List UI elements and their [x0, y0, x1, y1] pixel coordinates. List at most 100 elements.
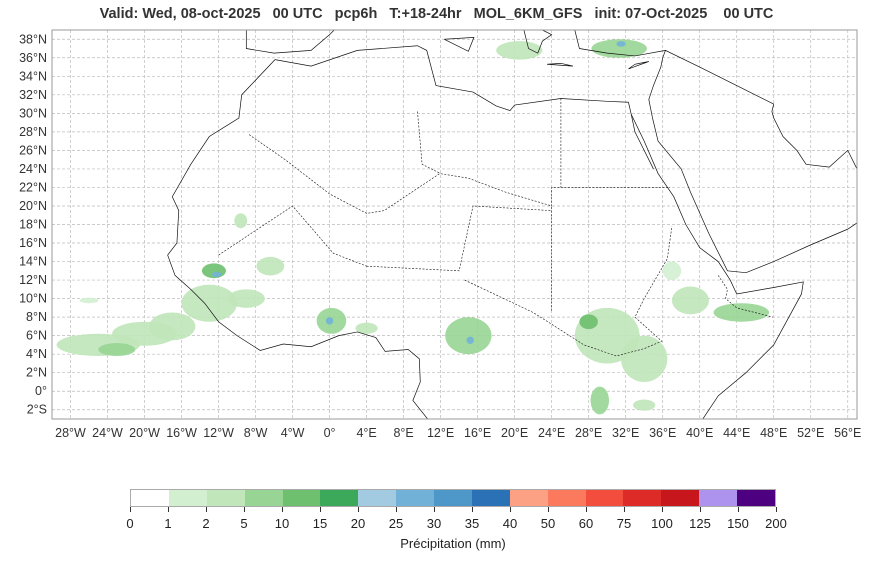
lat-tick-label: 12°N	[19, 273, 47, 287]
coastline-turkey	[574, 30, 666, 57]
colorbar-swatch	[131, 490, 169, 506]
country-border	[717, 275, 773, 318]
colorbar-swatch	[282, 490, 321, 506]
colorbar-tick	[282, 507, 283, 512]
lon-tick-label: 24°W	[92, 426, 123, 440]
coastline-crete	[547, 62, 574, 67]
precip-area	[325, 317, 334, 325]
lon-tick-label: 8°E	[393, 426, 413, 440]
country-border	[417, 111, 441, 174]
precipitation-map: 28°W 24°W 20°W 16°W 12°W 8°W 4°W 0° 4°E 8°E 12°E 16…	[19, 29, 861, 440]
lon-tick-label: 12°E	[427, 426, 454, 440]
colorbar-tick	[700, 507, 701, 512]
lat-tick-label: 26°N	[19, 143, 47, 157]
precip-area	[662, 261, 682, 281]
lat-tick-label: 28°N	[19, 125, 47, 139]
colorbar-tick-label: 100	[651, 516, 673, 531]
colorbar-swatch	[471, 490, 510, 506]
precip-area	[445, 317, 492, 355]
coastline-madagascar	[787, 418, 788, 419]
colorbar-label: Précipitation (mm)	[400, 536, 506, 551]
lon-tick-label: 20°E	[501, 426, 528, 440]
lat-tick-label: 14°N	[19, 255, 47, 269]
colorbar-swatch	[699, 490, 737, 506]
lon-tick-label: 28°W	[55, 426, 86, 440]
colorbar-swatch	[396, 490, 434, 506]
colorbar-tick	[244, 507, 245, 512]
lat-tick-label: 2°S	[27, 403, 47, 417]
precip-area	[256, 256, 285, 276]
precip-area	[355, 322, 378, 334]
colorbar-swatch	[547, 490, 586, 506]
lat-tick-label: 34°N	[19, 69, 47, 83]
colorbar-tick-label: 150	[727, 516, 749, 531]
precip-area	[181, 284, 238, 322]
precipitation-layer	[56, 39, 770, 415]
lat-tick-label: 24°N	[19, 162, 47, 176]
lat-tick-label: 0°	[35, 384, 47, 398]
colorbar-swatch	[244, 490, 283, 506]
colorbar-tick	[320, 507, 321, 512]
precip-area	[466, 336, 474, 344]
coastline-gulf	[771, 111, 857, 170]
precip-area	[212, 271, 222, 278]
precip-area	[579, 314, 598, 330]
lat-tick-label: 2°N	[26, 366, 47, 380]
colorbar-tick-label: 125	[689, 516, 711, 531]
colorbar-tick-label: 30	[426, 516, 442, 531]
precip-area	[633, 399, 656, 411]
precip-area	[621, 335, 668, 382]
coastline-levant	[648, 49, 775, 119]
colorbar-swatch	[509, 490, 548, 506]
coastline-africa_e	[274, 45, 804, 419]
lon-tick-label: 36°E	[649, 426, 676, 440]
colorbar-tick	[510, 507, 511, 512]
colorbar-tick	[548, 507, 549, 512]
precip-area	[590, 386, 610, 415]
lon-tick-label: 52°E	[797, 426, 824, 440]
axis-labels: 28°W 24°W 20°W 16°W 12°W 8°W 4°W 0° 4°E 8°E 12°E 16…	[19, 32, 861, 440]
coastline-africa	[167, 59, 429, 419]
coastline-sicily	[444, 37, 475, 52]
lat-tick-label: 30°N	[19, 106, 47, 120]
lon-tick-label: 20°W	[129, 426, 160, 440]
colorbar	[130, 489, 776, 507]
lat-tick-label: 38°N	[19, 32, 47, 46]
lon-tick-label: 28°E	[575, 426, 602, 440]
country-border	[366, 205, 551, 272]
colorbar-tick-label: 2	[202, 516, 210, 531]
colorbar-tick-label: 5	[240, 516, 248, 531]
map-title: Valid: Wed, 08-oct-2025 00 UTC pcp6h T:+…	[99, 6, 774, 22]
colorbar-tick-label: 50	[540, 516, 556, 531]
precip-area	[98, 343, 136, 357]
precip-area	[79, 297, 99, 304]
colorbar-tick-label: 40	[502, 516, 518, 531]
colorbar-tick	[624, 507, 625, 512]
colorbar-tick	[738, 507, 739, 512]
precip-area	[234, 213, 248, 229]
colorbar-swatch	[585, 490, 624, 506]
colorbar-tick	[168, 507, 169, 512]
precip-area	[713, 303, 770, 322]
coastline-arabia	[652, 117, 857, 274]
lon-tick-label: 4°E	[356, 426, 376, 440]
colorbar-swatch	[168, 490, 207, 506]
lon-tick-label: 44°E	[723, 426, 750, 440]
colorbar-tick-label: 35	[464, 516, 480, 531]
colorbar-tick	[776, 507, 777, 512]
colorbar-tick	[358, 507, 359, 512]
lat-tick-label: 6°N	[26, 329, 47, 343]
colorbar-swatch	[737, 490, 775, 506]
lon-tick-label: 56°E	[834, 426, 861, 440]
lat-tick-label: 22°N	[19, 180, 47, 194]
colorbar-tick-label: 200	[765, 516, 787, 531]
lon-tick-label: 12°W	[203, 426, 234, 440]
lat-tick-label: 32°N	[19, 88, 47, 102]
colorbar-tick	[206, 507, 207, 512]
lat-tick-label: 8°N	[26, 310, 47, 324]
country-border	[218, 205, 367, 267]
lat-tick-label: 18°N	[19, 218, 47, 232]
map-frame	[51, 29, 858, 420]
colorbar-tick-label: 20	[350, 516, 366, 531]
